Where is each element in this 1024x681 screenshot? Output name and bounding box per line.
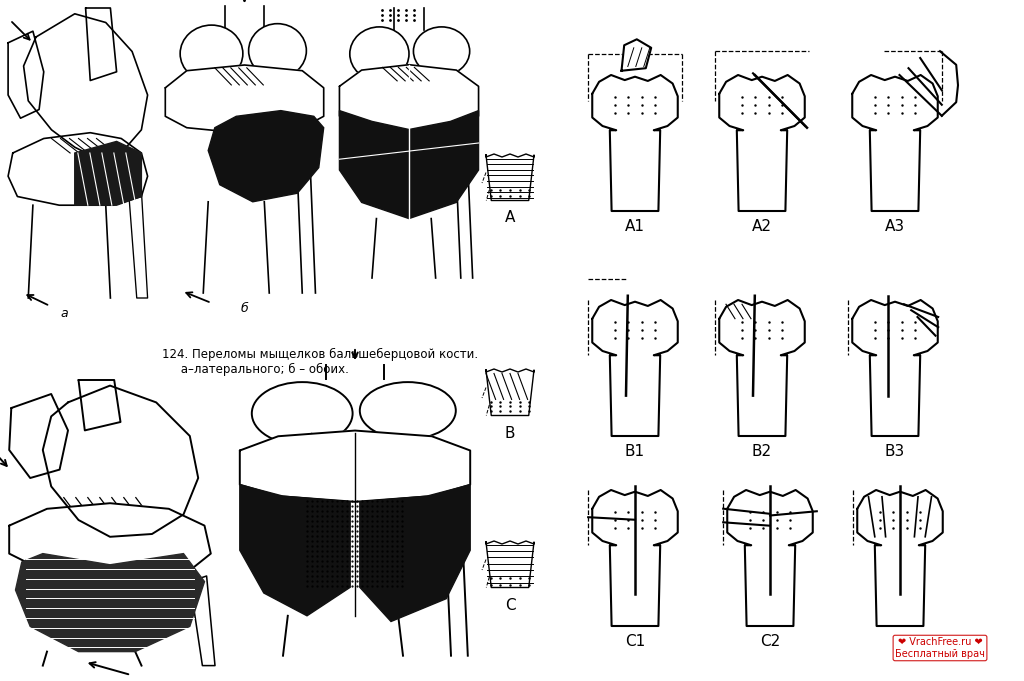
Text: C2: C2 <box>760 634 780 649</box>
Polygon shape <box>719 300 805 436</box>
Text: A1: A1 <box>625 219 645 234</box>
Polygon shape <box>9 394 68 478</box>
Ellipse shape <box>180 25 243 82</box>
Text: C1: C1 <box>625 634 645 649</box>
Polygon shape <box>165 65 324 133</box>
Polygon shape <box>15 554 205 652</box>
Polygon shape <box>339 110 478 219</box>
Polygon shape <box>852 75 938 211</box>
Text: A3: A3 <box>885 219 905 234</box>
Text: б: б <box>241 302 249 315</box>
Polygon shape <box>240 485 350 616</box>
Text: ❤ VrachFree.ru ❤
Бесплатный врач: ❤ VrachFree.ru ❤ Бесплатный врач <box>895 637 985 659</box>
Text: B2: B2 <box>752 444 772 459</box>
Text: 124. Переломы мыщелков бальшеберцовой кости.
     а–латерального; б – обоих.: 124. Переломы мыщелков бальшеберцовой ко… <box>162 348 478 376</box>
Polygon shape <box>43 385 199 537</box>
Polygon shape <box>592 75 678 211</box>
Ellipse shape <box>359 382 456 439</box>
Polygon shape <box>8 31 44 118</box>
Polygon shape <box>940 51 958 116</box>
Ellipse shape <box>414 27 470 76</box>
Text: B3: B3 <box>885 444 905 459</box>
Polygon shape <box>592 490 678 626</box>
Polygon shape <box>9 503 211 576</box>
Ellipse shape <box>252 382 352 445</box>
Ellipse shape <box>350 27 409 81</box>
Text: A2: A2 <box>752 219 772 234</box>
Polygon shape <box>240 430 470 502</box>
Polygon shape <box>75 142 141 205</box>
Text: B: B <box>505 426 515 441</box>
Polygon shape <box>486 369 534 415</box>
Polygon shape <box>129 191 147 298</box>
Polygon shape <box>727 490 813 626</box>
Text: A: A <box>505 210 515 225</box>
Polygon shape <box>486 541 534 588</box>
Polygon shape <box>719 75 805 211</box>
Polygon shape <box>592 300 678 436</box>
Polygon shape <box>857 490 943 626</box>
Polygon shape <box>622 39 651 71</box>
Ellipse shape <box>249 24 306 78</box>
Polygon shape <box>79 380 121 430</box>
Polygon shape <box>189 576 215 665</box>
Text: B1: B1 <box>625 444 645 459</box>
Polygon shape <box>359 485 470 622</box>
Text: а: а <box>60 306 68 319</box>
Polygon shape <box>86 8 117 80</box>
Polygon shape <box>24 14 147 159</box>
Text: C: C <box>505 597 515 612</box>
Polygon shape <box>852 300 938 436</box>
Polygon shape <box>486 154 534 200</box>
Polygon shape <box>339 65 478 132</box>
Polygon shape <box>208 110 324 202</box>
Polygon shape <box>8 133 147 205</box>
